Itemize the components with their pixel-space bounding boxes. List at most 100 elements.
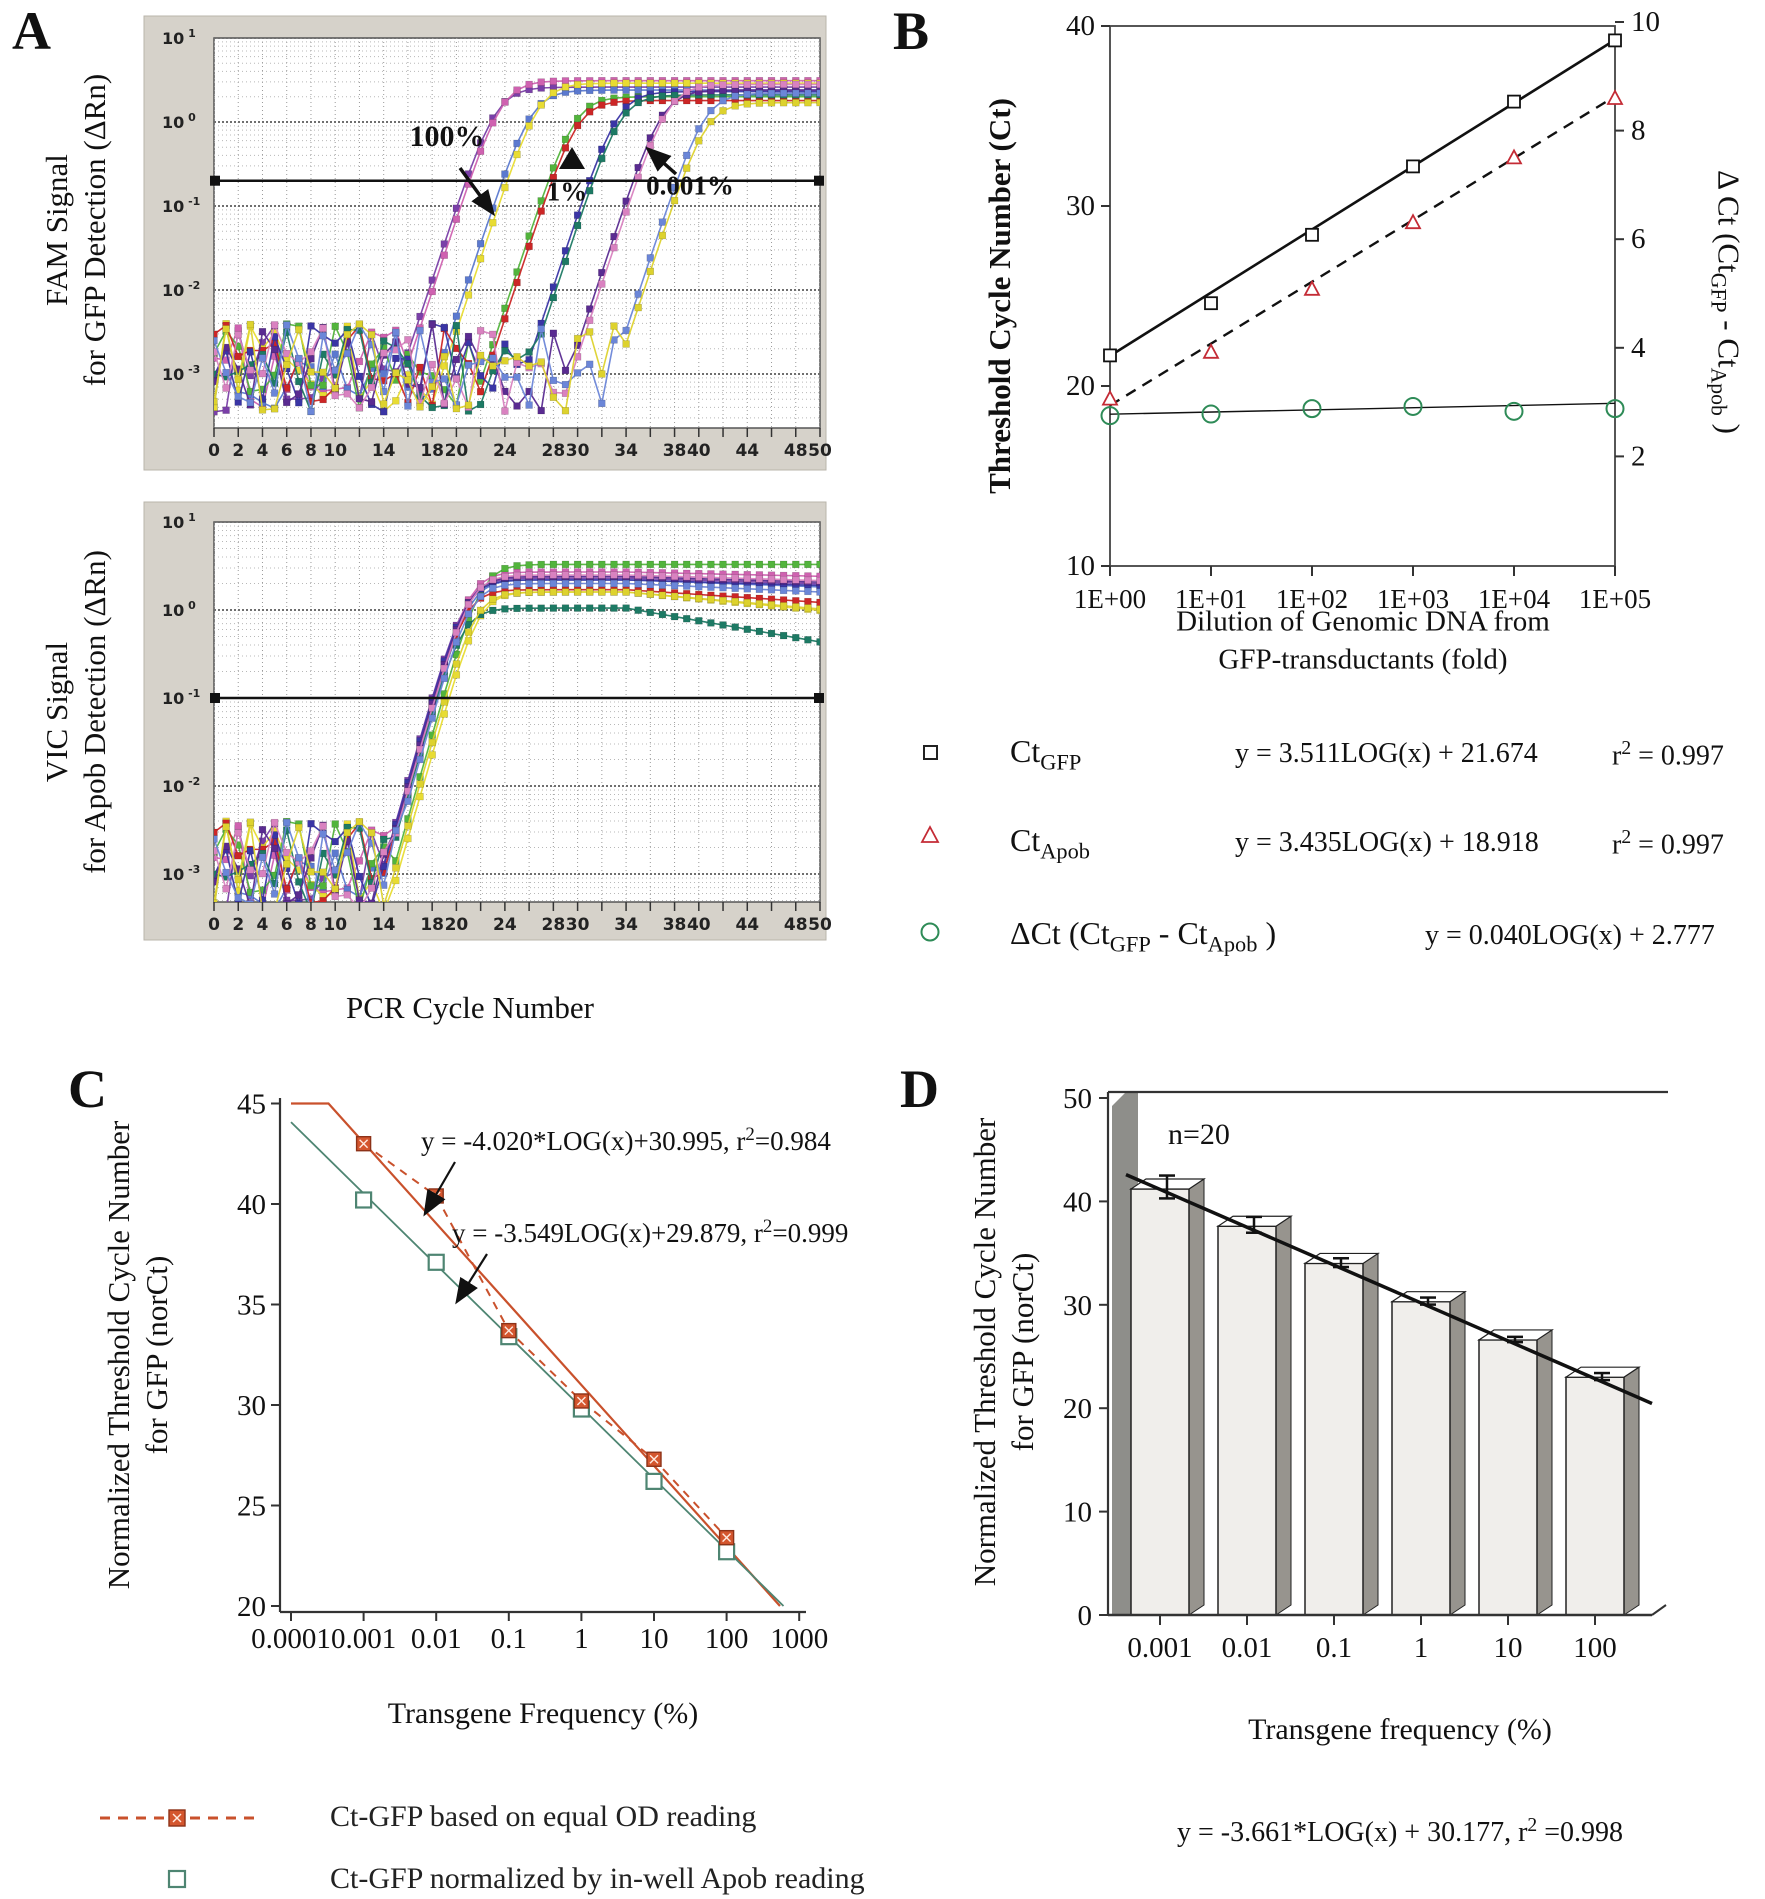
svg-text:50: 50	[1063, 1083, 1092, 1115]
svg-text:30: 30	[237, 1390, 266, 1422]
r2-pre: r	[1612, 740, 1622, 772]
svg-text:18: 18	[420, 441, 444, 461]
right-title-p3: )	[1711, 415, 1747, 434]
svg-text:10: 10	[323, 441, 347, 461]
svg-text:10: 10	[1063, 1497, 1092, 1529]
panel-b-label: B	[893, 1, 930, 61]
svg-text:40: 40	[1066, 10, 1095, 42]
panel-d-equation: y = -3.661*LOG(x) + 30.177, r2 =0.998	[1176, 1814, 1624, 1849]
vic-axis-title-line1: VIC Signal	[39, 641, 74, 783]
svg-text:10: 10	[1631, 6, 1660, 38]
d-eq-pre: y = -3.661*LOG(x) + 30.177, r	[1176, 1817, 1528, 1849]
svg-text:2: 2	[232, 441, 244, 461]
svg-text:45: 45	[237, 1089, 266, 1121]
ctapob-sub: Apob	[1040, 838, 1090, 864]
svg-text:100: 100	[705, 1623, 749, 1655]
right-title-s1: GFP	[1706, 272, 1731, 313]
fam-axis-title: FAM Signal for GFP Detection (ΔRn)	[38, 74, 114, 386]
svg-text:1E+00: 1E+00	[1074, 584, 1146, 614]
svg-text:1: 1	[1414, 1632, 1429, 1664]
svg-text:20: 20	[1063, 1393, 1092, 1425]
svg-text:8: 8	[1631, 115, 1646, 147]
svg-text:10: 10	[640, 1623, 669, 1655]
panel-c-label: C	[68, 1059, 107, 1119]
legend-ctapob-r2: r2 = 0.997	[1612, 827, 1724, 861]
panel-d-y-title: Normalized Threshold Cycle Number for GF…	[966, 1118, 1042, 1587]
svg-text:30: 30	[566, 915, 590, 935]
pcr-cycle-axis-title: PCR Cycle Number	[346, 990, 594, 1025]
panel-b-left-axis-title: Threshold Cycle Number (Ct)	[982, 98, 1017, 494]
right-title-s2: Apob	[1706, 367, 1731, 416]
panel-d-n-label: n=20	[1168, 1118, 1230, 1151]
right-title-p1: Δ Ct (Ct	[1711, 170, 1747, 273]
svg-text:1: 1	[574, 1623, 589, 1655]
svg-text:6: 6	[281, 441, 293, 461]
vic-axis-title-line2: for Apob Detection (ΔRn)	[77, 550, 112, 874]
legend-ctgfp-eq: y = 3.511LOG(x) + 21.674	[1235, 738, 1538, 769]
dct-p1: ΔCt (Ct	[1010, 915, 1110, 951]
c-eq2-post: =0.999	[772, 1218, 849, 1248]
c-eq2-pre: y = -3.549LOG(x)+29.879, r	[452, 1218, 763, 1248]
panel-c-legend-1: Ct-GFP based on equal OD reading	[330, 1800, 757, 1833]
svg-text:0.0001: 0.0001	[251, 1623, 331, 1655]
panel-c-y-title: Normalized Threshold Cycle Number for GF…	[100, 1121, 176, 1590]
svg-text:38: 38	[663, 441, 687, 461]
svg-text:28: 28	[542, 915, 566, 935]
svg-text:8: 8	[305, 915, 317, 935]
right-title-p2: - Ct	[1711, 312, 1747, 368]
svg-text:0.001: 0.001	[331, 1623, 396, 1655]
svg-text:1E+04: 1E+04	[1478, 584, 1551, 614]
svg-text:0.01: 0.01	[411, 1623, 462, 1655]
svg-text:20: 20	[1066, 370, 1095, 402]
vic-axis-title: VIC Signal for Apob Detection (ΔRn)	[38, 550, 114, 874]
panel-a-label: A	[12, 1, 51, 61]
svg-text:30: 30	[1066, 190, 1095, 222]
svg-text:6: 6	[1631, 223, 1646, 255]
legend-dct-label: ΔCt (CtGFP - CtApob )	[1010, 915, 1276, 957]
svg-text:50: 50	[808, 915, 832, 935]
panel-d-x-title: Transgene frequency (%)	[1248, 1713, 1552, 1746]
svg-text:0: 0	[1078, 1600, 1093, 1632]
legend-ctgfp-label: CtGFP	[1010, 733, 1081, 775]
svg-text:40: 40	[687, 915, 711, 935]
svg-text:100: 100	[1573, 1632, 1617, 1664]
c-eq1-post: =0.984	[754, 1126, 831, 1156]
svg-text:10: 10	[1066, 550, 1095, 582]
svg-text:10: 10	[1494, 1632, 1523, 1664]
r2-post: = 0.997	[1631, 740, 1724, 772]
svg-text:2: 2	[232, 915, 244, 935]
dct-s1: GFP	[1109, 931, 1151, 957]
svg-text:1000: 1000	[770, 1623, 828, 1655]
svg-text:20: 20	[237, 1591, 266, 1623]
dct-s2: Apob	[1207, 931, 1258, 957]
panel-d-y-title-line1: Normalized Threshold Cycle Number	[967, 1117, 1002, 1587]
svg-text:40: 40	[1063, 1186, 1092, 1218]
panel-d-label: D	[900, 1059, 939, 1119]
svg-text:4: 4	[1631, 332, 1646, 364]
svg-text:10: 10	[323, 915, 347, 935]
svg-text:18: 18	[420, 915, 444, 935]
svg-text:34: 34	[614, 441, 638, 461]
svg-text:4: 4	[257, 915, 269, 935]
svg-text:14: 14	[372, 915, 396, 935]
svg-text:8: 8	[305, 441, 317, 461]
svg-text:34: 34	[614, 915, 638, 935]
ctgfp-sub: GFP	[1040, 749, 1082, 775]
svg-text:0.001: 0.001	[1127, 1632, 1192, 1664]
svg-text:20: 20	[445, 441, 469, 461]
dct-p3: )	[1257, 915, 1277, 951]
ctgfp-base: Ct	[1010, 733, 1041, 769]
legend-ctapob-label: CtApob	[1010, 822, 1090, 864]
svg-text:1E+03: 1E+03	[1377, 584, 1449, 614]
svg-text:25: 25	[237, 1491, 266, 1523]
ctapob-base: Ct	[1010, 822, 1041, 858]
panel-c-x-title: Transgene Frequency (%)	[387, 1697, 699, 1730]
svg-text:48: 48	[784, 441, 808, 461]
svg-text:48: 48	[784, 915, 808, 935]
panel-c-eq2: y = -3.549LOG(x)+29.879, r2=0.999	[452, 1216, 849, 1248]
svg-text:0.1: 0.1	[491, 1623, 527, 1655]
svg-text:0.01: 0.01	[1222, 1632, 1273, 1664]
svg-text:6: 6	[281, 915, 293, 935]
